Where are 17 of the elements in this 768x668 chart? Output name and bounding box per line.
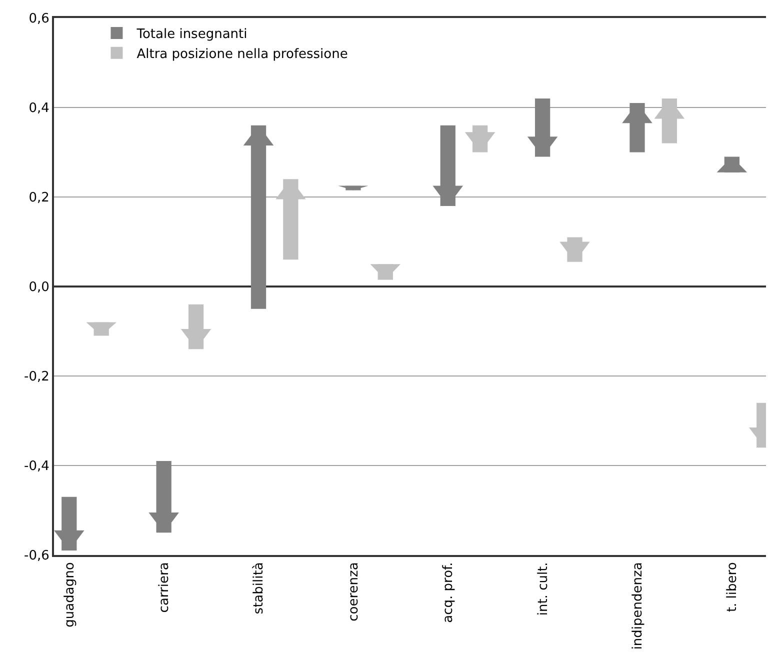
x-tick-label: guadagno [62, 562, 78, 628]
y-tick-label: 0,0 [28, 280, 50, 296]
x-tick-label: carriera [157, 562, 172, 613]
x-tick-label: acq. prof. [441, 562, 456, 623]
y-tick-label: 0,2 [28, 190, 50, 206]
x-tick-label: indipendenza [630, 562, 646, 650]
x-tick-label: stabilità [252, 562, 267, 614]
x-tick-label: coerenza [346, 562, 362, 622]
legend-label: Totale insegnanti [136, 27, 248, 42]
y-tick-label: -0,2 [24, 370, 50, 385]
y-tick-label: -0,4 [24, 459, 50, 474]
legend-label: Altra posizione nella professione [136, 46, 348, 62]
y-tick-label: 0,4 [28, 101, 50, 116]
y-tick-label: 0,6 [28, 12, 50, 27]
x-tick-label: int. cult. [536, 562, 551, 616]
y-tick-label: -0,6 [24, 548, 50, 564]
x-tick-label: t. libero [725, 562, 740, 612]
